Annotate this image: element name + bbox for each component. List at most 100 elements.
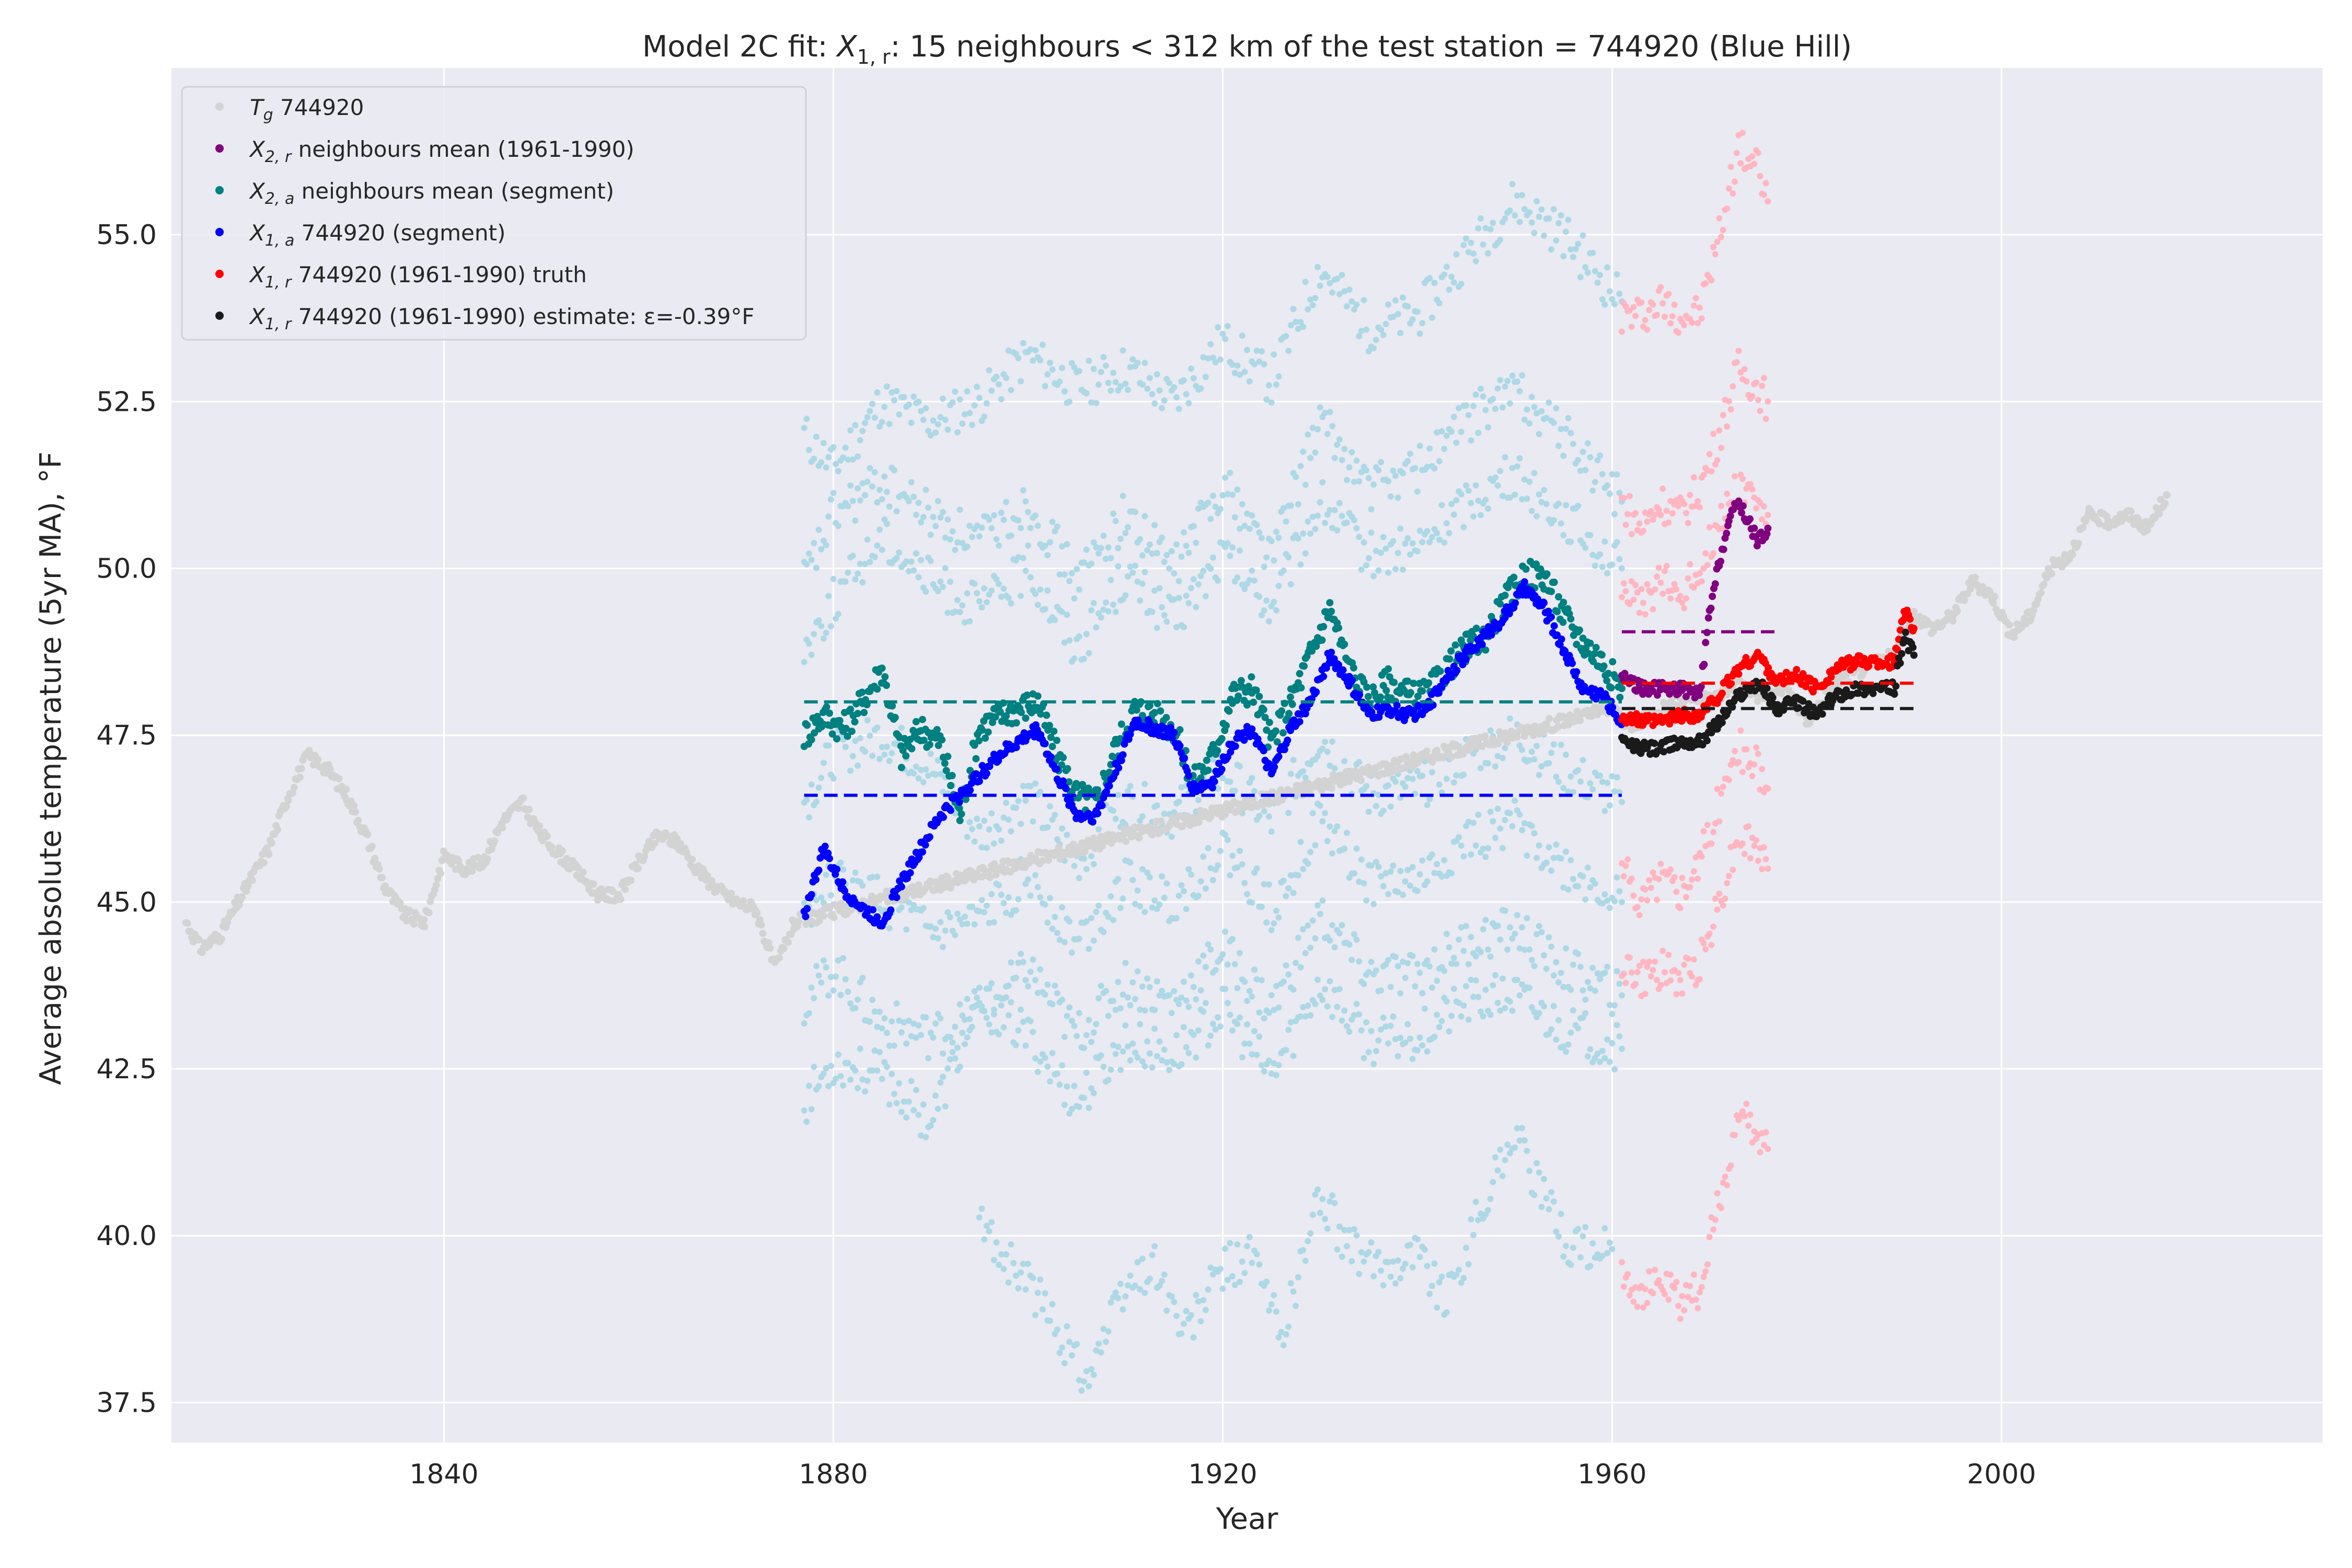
tg-point: [1481, 732, 1489, 740]
tg-point: [381, 882, 389, 890]
neighbour-segment-point: [910, 393, 917, 400]
neighbour-segment-point: [1560, 785, 1567, 791]
neighbour-segment-point: [808, 557, 815, 563]
tg-point: [986, 873, 994, 881]
neighbour-segment-point: [1528, 219, 1535, 226]
x2a-point: [1273, 738, 1281, 746]
neighbour-segment-point: [1049, 1301, 1056, 1308]
neighbour-segment-point: [1370, 1060, 1377, 1067]
neighbour-segment-point: [811, 631, 817, 638]
neighbour-segment-point: [1234, 864, 1241, 871]
neighbour-segment-point: [1246, 988, 1253, 995]
neighbour-segment-point: [1052, 914, 1058, 920]
neighbour-segment-point: [1519, 192, 1526, 199]
neighbour-segment-point: [956, 609, 963, 616]
neighbour-segment-point: [1003, 994, 1009, 1001]
neighbour-ref-point: [1749, 486, 1756, 493]
neighbour-segment-point: [1068, 1105, 1075, 1112]
neighbour-segment-point: [1122, 592, 1129, 599]
neighbour-segment-point: [842, 444, 849, 451]
x2a-point: [1377, 693, 1385, 701]
neighbour-segment-point: [947, 1034, 953, 1040]
neighbour-segment-point: [920, 1101, 927, 1108]
neighbour-segment-point: [1083, 866, 1090, 872]
neighbour-ref-point: [1739, 476, 1746, 482]
neighbour-segment-point: [1088, 1366, 1094, 1373]
neighbour-segment-point: [1373, 967, 1379, 974]
neighbour-segment-point: [1375, 1249, 1382, 1255]
neighbour-ref-point: [1655, 876, 1662, 882]
neighbour-segment-point: [1373, 1048, 1379, 1054]
y-tick-label: 55.0: [96, 220, 157, 251]
neighbour-segment-point: [1450, 985, 1457, 992]
neighbour-ref-point: [1698, 315, 1705, 322]
neighbour-segment-point: [1538, 929, 1545, 936]
neighbour-segment-point: [1071, 862, 1078, 869]
tg-point: [1021, 863, 1029, 871]
neighbour-segment-point: [935, 1105, 941, 1112]
neighbour-segment-point: [1234, 1021, 1241, 1028]
tg-point: [941, 883, 949, 891]
neighbour-segment-point: [852, 869, 859, 876]
neighbour-segment-point: [981, 909, 988, 916]
neighbour-ref-point: [1646, 307, 1653, 314]
neighbour-segment-point: [1519, 924, 1526, 931]
x2a-point: [1043, 711, 1051, 719]
neighbour-segment-point: [855, 570, 861, 577]
neighbour-segment-point: [1329, 423, 1335, 430]
neighbour-segment-point: [1261, 563, 1267, 570]
x2a-point: [938, 736, 946, 744]
neighbour-segment-point: [1553, 405, 1560, 412]
neighbour-segment-point: [1193, 996, 1200, 1002]
neighbour-segment-point: [827, 496, 834, 503]
neighbour-segment-point: [1394, 550, 1401, 557]
neighbour-segment-point: [1363, 897, 1370, 904]
tg-point: [406, 906, 413, 914]
neighbour-segment-point: [920, 417, 927, 423]
neighbour-segment-point: [1528, 394, 1535, 400]
neighbour-segment-point: [993, 1239, 1000, 1246]
tg-point: [820, 912, 827, 920]
neighbour-segment-point: [981, 585, 988, 592]
neighbour-segment-point: [1575, 502, 1582, 509]
neighbour-segment-point: [1553, 774, 1560, 780]
neighbour-segment-point: [1497, 468, 1504, 475]
neighbour-segment-point: [1485, 845, 1491, 851]
neighbour-segment-point: [908, 479, 915, 486]
neighbour-segment-point: [1506, 494, 1513, 501]
neighbour-segment-point: [1056, 1081, 1063, 1088]
neighbour-segment-point: [1049, 1050, 1056, 1056]
neighbour-segment-point: [1434, 530, 1440, 537]
neighbour-ref-point: [1761, 844, 1767, 850]
tg-point: [1961, 596, 1968, 604]
neighbour-segment-point: [1124, 788, 1131, 794]
neighbour-segment-point: [1548, 867, 1554, 874]
neighbour-segment-point: [1528, 508, 1535, 514]
x2a-point: [918, 716, 926, 723]
neighbour-segment-point: [1265, 1307, 1272, 1314]
neighbour-segment-point: [1453, 440, 1460, 446]
neighbour-segment-point: [971, 402, 978, 409]
neighbour-segment-point: [1341, 845, 1348, 852]
neighbour-ref-point: [1659, 485, 1666, 492]
tg-point: [826, 904, 833, 912]
neighbour-segment-point: [1096, 382, 1102, 388]
neighbour-segment-point: [847, 1076, 854, 1083]
tg-point: [1439, 754, 1447, 762]
neighbour-segment-point: [1370, 481, 1377, 488]
neighbour-segment-point: [1290, 757, 1297, 764]
neighbour-segment-point: [857, 1045, 863, 1052]
neighbour-segment-point: [820, 957, 827, 964]
neighbour-segment-point: [1139, 381, 1146, 388]
neighbour-segment-point: [1032, 872, 1039, 879]
neighbour-segment-point: [1499, 755, 1506, 762]
neighbour-segment-point: [1000, 814, 1007, 821]
neighbour-segment-point: [891, 1091, 897, 1097]
neighbour-segment-point: [1127, 1057, 1134, 1064]
neighbour-segment-point: [1273, 607, 1279, 614]
neighbour-segment-point: [983, 902, 990, 909]
neighbour-segment-point: [1312, 526, 1319, 532]
neighbour-segment-point: [1086, 946, 1092, 952]
neighbour-segment-point: [1558, 520, 1564, 527]
tg-point: [909, 883, 917, 891]
